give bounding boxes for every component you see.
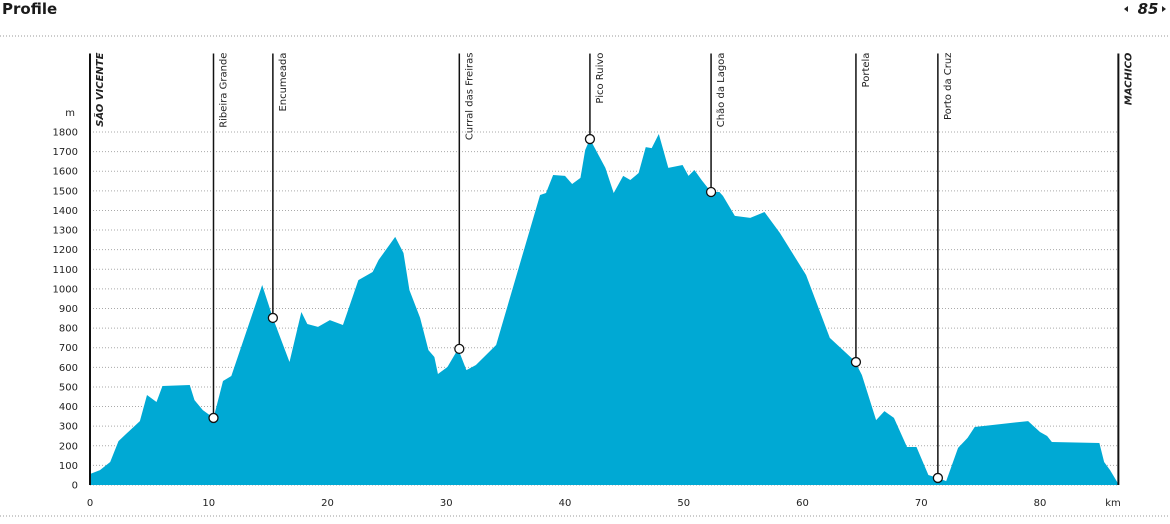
y-tick-label: 1400	[53, 206, 78, 217]
y-tick-label: 1600	[53, 167, 78, 178]
waypoint-marker	[208, 412, 219, 424]
y-tick-label: 0	[72, 481, 78, 492]
waypoint-marker	[267, 312, 279, 324]
y-tick-label: 1000	[53, 284, 78, 295]
waypoint-label: Curral das Freiras	[464, 53, 475, 141]
x-unit: km	[1105, 498, 1121, 509]
waypoint-marker	[850, 356, 862, 368]
waypoint-marker	[705, 186, 717, 198]
y-tick-label: 300	[59, 422, 78, 433]
y-tick-label: 400	[59, 402, 78, 413]
page-title: Profile	[2, 0, 57, 18]
y-tick-label: 200	[59, 441, 78, 452]
next-arrow	[1162, 6, 1166, 12]
y-tick-label: 1100	[53, 265, 78, 276]
x-tick-label: 80	[1034, 498, 1047, 509]
waypoint-marker	[932, 472, 944, 484]
x-tick-label: 40	[559, 498, 572, 509]
x-tick-label: 50	[677, 498, 690, 509]
elevation-area	[90, 133, 1119, 485]
waypoint-label: Ribeira Grande	[219, 53, 230, 128]
waypoint-marker	[584, 133, 596, 145]
waypoint-label: Encumeada	[278, 53, 289, 112]
page-number: 85	[1138, 0, 1159, 18]
waypoint-marker	[454, 343, 465, 355]
x-tick-label: 70	[915, 498, 928, 509]
waypoint-label: Porto da Cruz	[943, 53, 954, 120]
waypoint-label: Pico Ruivo	[595, 53, 606, 104]
waypoint-label: Chão da Lagoa	[716, 53, 727, 128]
waypoint-label: SÃO VICENTE	[93, 52, 106, 126]
x-tick-label: 10	[202, 498, 215, 509]
y-tick-label: 800	[59, 324, 78, 335]
x-tick-label: 0	[87, 498, 93, 509]
y-tick-label: 100	[59, 461, 78, 472]
y-tick-label: 500	[59, 382, 78, 393]
x-tick-label: 30	[440, 498, 453, 509]
y-tick-label: 900	[59, 304, 78, 315]
prev-arrow	[1124, 6, 1128, 12]
y-tick-label: 1700	[53, 147, 78, 158]
x-tick-label: 60	[796, 498, 809, 509]
y-tick-label: 1800	[53, 128, 78, 139]
x-tick-label: 20	[321, 498, 334, 509]
y-tick-label: 600	[59, 363, 78, 374]
y-tick-label: 1200	[53, 245, 78, 256]
y-unit: m	[65, 108, 75, 119]
waypoint-label: MACHICO	[1123, 52, 1134, 105]
y-tick-label: 700	[59, 343, 78, 354]
waypoint-label: Portela	[861, 53, 872, 88]
y-tick-label: 1300	[53, 226, 78, 237]
y-tick-label: 1500	[53, 186, 78, 197]
